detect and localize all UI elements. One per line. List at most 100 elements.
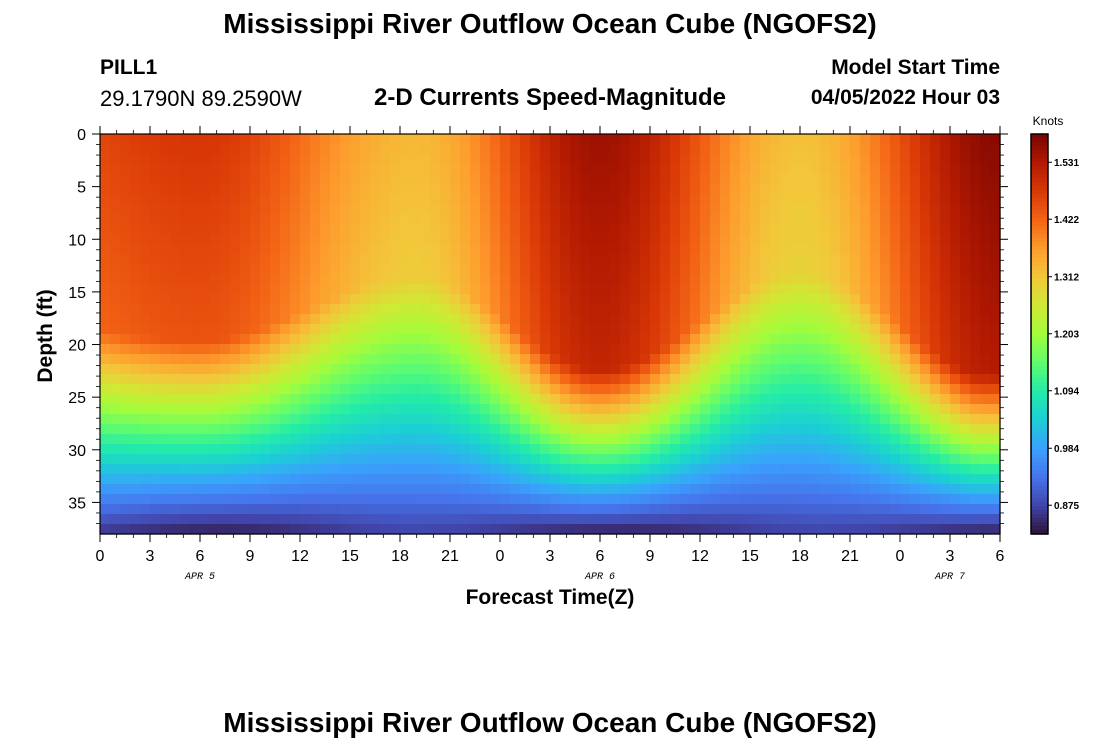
heatmap-cell (700, 294, 711, 305)
heatmap-cell (930, 274, 941, 285)
heatmap-cell (880, 454, 891, 465)
heatmap-cell (130, 324, 141, 335)
colorbar-segment (1031, 138, 1048, 143)
heatmap-cell (670, 414, 681, 425)
heatmap-cell (910, 414, 921, 425)
heatmap-cell (820, 394, 831, 405)
heatmap-cell (420, 214, 431, 225)
heatmap-cell (990, 504, 1001, 515)
heatmap-cell (140, 304, 151, 315)
heatmap-cell (630, 164, 641, 175)
heatmap-cell (340, 344, 351, 355)
heatmap-cell (930, 174, 941, 185)
heatmap-cell (370, 344, 381, 355)
heatmap-cell (320, 474, 331, 485)
heatmap-cell (520, 494, 531, 505)
colorbar-segment (1031, 214, 1048, 219)
heatmap-cell (850, 144, 861, 155)
heatmap-cell (550, 504, 561, 515)
heatmap-cell (380, 484, 391, 495)
heatmap-cell (650, 354, 661, 365)
heatmap-cell (690, 264, 701, 275)
heatmap-cell (250, 154, 261, 165)
heatmap-cell (800, 364, 811, 375)
heatmap-cell (780, 354, 791, 365)
heatmap-cell (680, 244, 691, 255)
heatmap-cell (940, 224, 951, 235)
heatmap-cell (220, 434, 231, 445)
colorbar-segment (1031, 386, 1048, 391)
heatmap-cell (900, 294, 911, 305)
heatmap-cell (890, 344, 901, 355)
colorbar-segment (1031, 250, 1048, 255)
heatmap-cell (440, 494, 451, 505)
heatmap-cell (300, 404, 311, 415)
heatmap-cell (870, 464, 881, 475)
heatmap-cell (280, 234, 291, 245)
heatmap-cell (560, 244, 571, 255)
heatmap-cell (110, 214, 121, 225)
heatmap-cell (250, 394, 261, 405)
heatmap-cell (960, 524, 971, 535)
heatmap-cell (800, 464, 811, 475)
heatmap-cell (560, 444, 571, 455)
heatmap-cell (200, 234, 211, 245)
heatmap-cell (230, 374, 241, 385)
heatmap-cell (890, 244, 901, 255)
heatmap-cell (320, 274, 331, 285)
heatmap-cell (950, 154, 961, 165)
heatmap-cell (720, 424, 731, 435)
heatmap-cell (660, 404, 671, 415)
heatmap-cell (840, 434, 851, 445)
heatmap-cell (840, 234, 851, 245)
heatmap-cell (810, 384, 821, 395)
heatmap-cell (300, 354, 311, 365)
heatmap-cell (990, 464, 1001, 475)
heatmap-cell (950, 484, 961, 495)
heatmap-cell (790, 344, 801, 355)
heatmap-cell (970, 354, 981, 365)
heatmap-cell (140, 334, 151, 345)
heatmap-cell (830, 304, 841, 315)
heatmap-cell (920, 414, 931, 425)
heatmap-cell (960, 364, 971, 375)
heatmap-cell (830, 374, 841, 385)
heatmap-cell (180, 364, 191, 375)
heatmap-cell (500, 474, 511, 485)
heatmap-cell (790, 504, 801, 515)
heatmap-cell (530, 314, 541, 325)
heatmap-cell (750, 354, 761, 365)
heatmap-cell (920, 214, 931, 225)
colorbar-segment (1031, 370, 1048, 375)
heatmap-cell (170, 474, 181, 485)
heatmap-cell (170, 264, 181, 275)
heatmap-cell (820, 504, 831, 515)
heatmap-cell (160, 464, 171, 475)
heatmap-cell (930, 184, 941, 195)
heatmap-cell (690, 464, 701, 475)
heatmap-cell (420, 154, 431, 165)
heatmap-cell (870, 394, 881, 405)
heatmap-cell (880, 264, 891, 275)
heatmap-cell (690, 454, 701, 465)
heatmap-cell (520, 364, 531, 375)
heatmap-cell (460, 374, 471, 385)
heatmap-cell (430, 364, 441, 375)
heatmap-cell (580, 264, 591, 275)
x-tick-label: 15 (741, 548, 759, 565)
heatmap-cell (490, 394, 501, 405)
heatmap-cell (630, 224, 641, 235)
heatmap-cell (560, 274, 571, 285)
heatmap-cell (310, 434, 321, 445)
heatmap-cell (310, 224, 321, 235)
heatmap-cell (680, 504, 691, 515)
heatmap-cell (210, 324, 221, 335)
heatmap-cell (880, 174, 891, 185)
heatmap-cell (600, 134, 611, 145)
heatmap-cell (260, 344, 271, 355)
heatmap-cell (890, 284, 901, 295)
heatmap-cell (950, 284, 961, 295)
heatmap-cell (990, 254, 1001, 265)
heatmap-cell (990, 144, 1001, 155)
heatmap-cell (540, 184, 551, 195)
